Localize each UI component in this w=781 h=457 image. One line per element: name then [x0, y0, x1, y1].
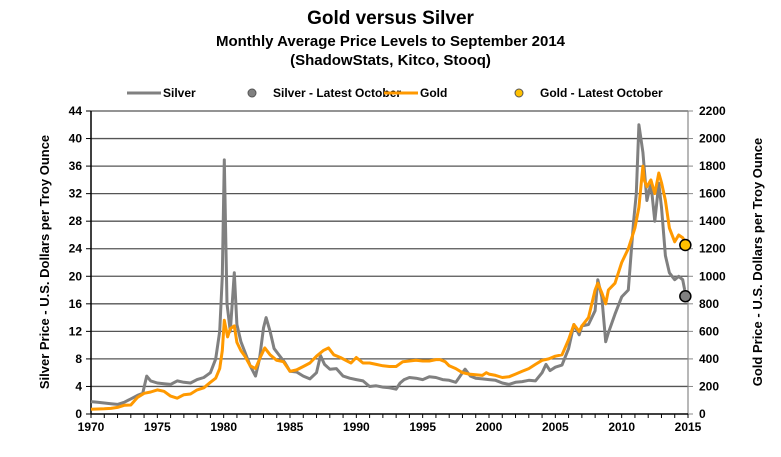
x-tick-label: 2000	[476, 420, 503, 434]
y-right-tick-label: 800	[699, 297, 719, 311]
y-left-tick-label: 20	[69, 269, 83, 283]
x-tick-label: 2005	[542, 420, 569, 434]
y-left-tick-label: 24	[69, 242, 83, 256]
series-line-silver	[90, 123, 687, 406]
y-right-tick-label: 600	[699, 324, 719, 338]
y-right-tick-label: 2200	[699, 104, 726, 118]
chart-subtitle: Monthly Average Price Levels to Septembe…	[215, 33, 566, 50]
x-tick-label: 2010	[608, 420, 635, 434]
legend-gold-label: Gold	[420, 86, 447, 100]
y-right-tick-label: 0	[699, 407, 706, 421]
y-left-tick-label: 28	[69, 214, 83, 228]
y-right-tick-label: 1000	[699, 269, 726, 283]
x-tick-label: 1995	[409, 420, 436, 434]
y-left-tick-label: 12	[69, 324, 83, 338]
markers	[679, 238, 692, 303]
latest-october-marker	[679, 238, 692, 252]
x-tick-label: 1970	[78, 420, 105, 434]
legend-silver-latest-marker	[247, 88, 257, 98]
chart-source: (ShadowStats, Kitco, Stooq)	[290, 52, 491, 69]
y-left-tick-label: 0	[75, 407, 82, 421]
y-left-tick-label: 16	[69, 297, 83, 311]
y-left-tick-label: 40	[69, 132, 83, 146]
series-line-gold	[90, 164, 687, 411]
legend-silver-latest-label: Silver - Latest October	[273, 86, 401, 100]
legend: Silver Silver - Latest October Gold Gold…	[127, 86, 663, 100]
y-right-tick-label: 400	[699, 352, 719, 366]
y-left-tick-label: 44	[69, 104, 83, 118]
y-left-tick-label: 32	[69, 187, 83, 201]
latest-october-marker	[679, 289, 692, 303]
x-tick-label: 2015	[675, 420, 702, 434]
y-axis-right-label: Gold Price - U.S. Dollars per Troy Ounce	[750, 138, 765, 387]
x-tick-label: 1985	[277, 420, 304, 434]
axes: 0 4 8 12 16 20 24 28 32 36 40 44 0 200 400 600 800 1000 12…	[69, 104, 726, 434]
legend-gold-latest-marker	[514, 88, 524, 98]
y-right-tick-label: 2000	[699, 132, 726, 146]
y-right-tick-label: 1800	[699, 159, 726, 173]
series	[90, 123, 687, 411]
x-tick-label: 1980	[210, 420, 237, 434]
x-tick-label: 1975	[144, 420, 171, 434]
y-right-tick-label: 1200	[699, 242, 726, 256]
y-right-tick-label: 1600	[699, 187, 726, 201]
y-right-tick-label: 1400	[699, 214, 726, 228]
gridlines	[91, 110, 688, 388]
x-tick-label: 1990	[343, 420, 370, 434]
legend-gold-latest-label: Gold - Latest October	[540, 86, 663, 100]
y-right-tick-label: 200	[699, 379, 719, 393]
y-axis-left-label: Silver Price - U.S. Dollars per Troy Oun…	[37, 135, 52, 389]
y-left-tick-label: 4	[75, 379, 82, 393]
y-left-tick-label: 36	[69, 159, 83, 173]
y-left-tick-label: 8	[75, 352, 82, 366]
legend-silver-label: Silver	[163, 86, 196, 100]
chart-title: Gold versus Silver	[307, 8, 474, 29]
